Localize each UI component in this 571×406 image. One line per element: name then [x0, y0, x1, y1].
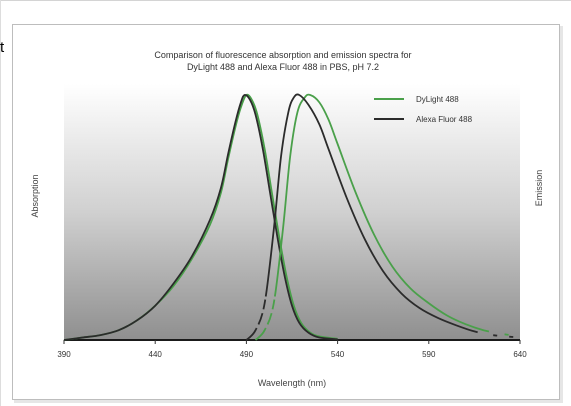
emission-curve-dylight-488	[254, 93, 521, 341]
x-axis-label: Wavelength (nm)	[258, 378, 326, 388]
x-tick-group: 390 440 490 540 590 640	[57, 340, 527, 359]
y-axis-label-left: Absorption	[30, 174, 40, 217]
x-tick-label: 490	[240, 350, 254, 359]
y-axis-label-right: Emission	[534, 170, 544, 207]
legend: DyLight 488 Alexa Fluor 488	[374, 95, 473, 124]
chart-title-line-1: Comparison of fluorescence absorption an…	[154, 50, 411, 60]
series-group	[63, 93, 521, 341]
x-tick-label: 640	[513, 350, 527, 359]
legend-label-alexa: Alexa Fluor 488	[416, 115, 473, 124]
x-tick-label: 590	[422, 350, 436, 359]
x-tick-label: 390	[57, 350, 71, 359]
legend-label-dylight: DyLight 488	[416, 95, 459, 104]
x-tick-label: 540	[331, 350, 345, 359]
left-edge	[0, 0, 1, 406]
x-tick-label: 440	[149, 350, 163, 359]
page-fragment-text: t	[0, 39, 5, 56]
emission-curve-alexa-fluor-488	[245, 93, 521, 341]
chart-title-line-2: DyLight 488 and Alexa Fluor 488 in PBS, …	[187, 62, 379, 72]
frame-shadow-bottom	[14, 400, 563, 403]
frame-shadow-right	[560, 26, 563, 402]
top-edge	[0, 0, 571, 1]
absorption-curve-alexa-fluor-488	[63, 94, 338, 341]
